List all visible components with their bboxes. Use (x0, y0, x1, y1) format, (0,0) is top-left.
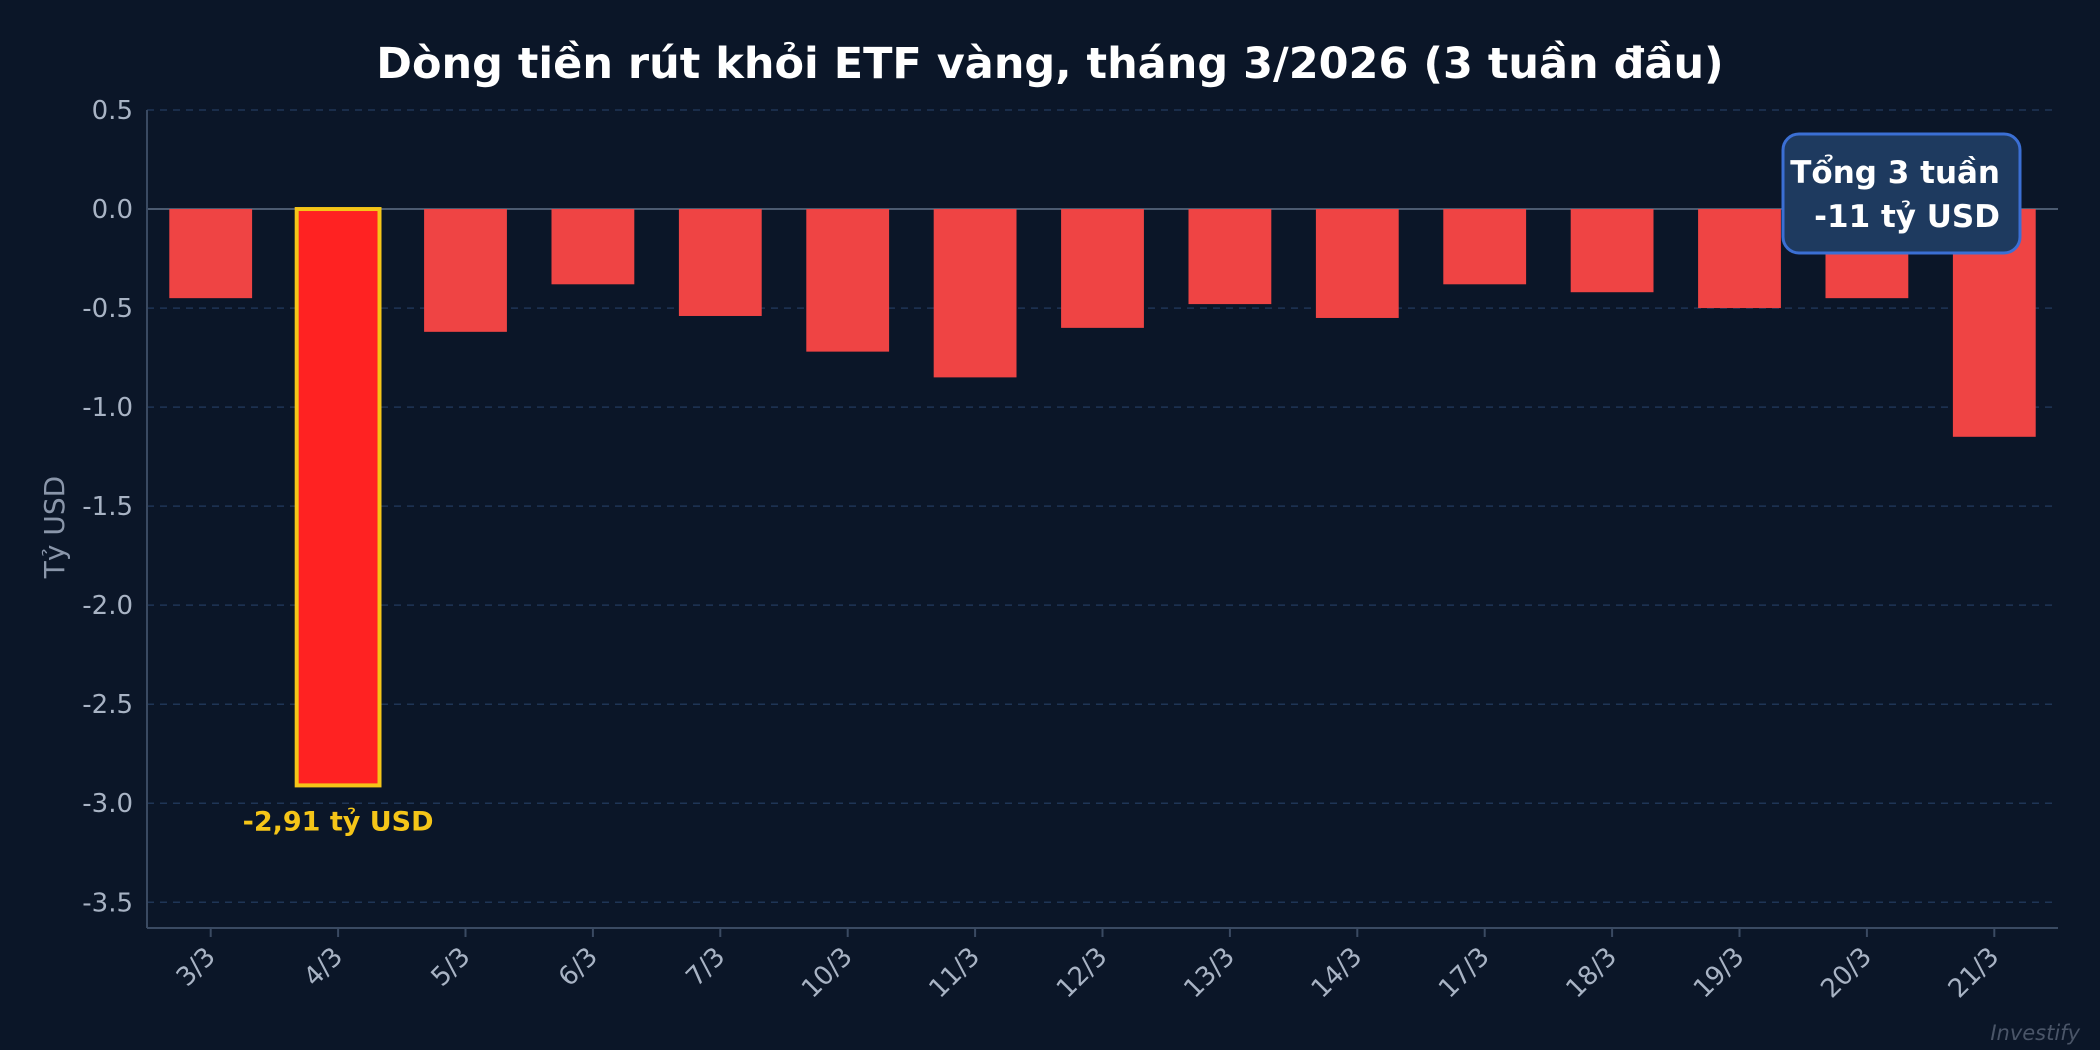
y-tick-labels: 0.5 0.0 -0.5 -1.0 -1.5 -2.0 -2.5 -3.0 -3.5 (82, 96, 133, 918)
bar (169, 209, 253, 299)
y-tick-label: -3.0 (82, 789, 133, 819)
callout-line-1: Tổng 3 tuần (1790, 155, 2000, 191)
y-tick-label: -2.5 (82, 690, 133, 720)
y-tick-label: -1.0 (82, 393, 133, 423)
chart-title: Dòng tiền rút khỏi ETF vàng, tháng 3/202… (376, 39, 1723, 89)
bar (1443, 209, 1527, 285)
bar (1570, 209, 1654, 293)
bar (1188, 209, 1272, 305)
bar (1061, 209, 1144, 328)
bar (933, 209, 1017, 378)
watermark-text: Investify (1990, 1021, 2080, 1045)
total-callout: Tổng 3 tuần -11 tỷ USD (1781, 132, 2022, 255)
y-tick-label: -0.5 (82, 294, 133, 324)
y-tick-label: -2.0 (82, 591, 133, 621)
highlight-data-label: -2,91 tỷ USD (243, 806, 434, 837)
y-tick-label: -1.5 (82, 492, 133, 522)
bar (1315, 209, 1399, 318)
y-tick-label: -3.5 (82, 888, 133, 918)
bar-highlighted (294, 207, 382, 788)
y-tick-label: 0.5 (92, 96, 133, 126)
bar (551, 209, 635, 285)
callout-line-2: -11 tỷ USD (1814, 199, 2000, 235)
bar (806, 209, 890, 352)
bar (678, 209, 762, 316)
callout-box (1781, 132, 2022, 255)
y-tick-label: 0.0 (92, 195, 133, 225)
data-labels: -2,91 tỷ USD (243, 806, 434, 837)
bar (424, 209, 507, 332)
bar (1698, 209, 1781, 309)
y-axis-label: Tỷ USD (38, 476, 71, 579)
